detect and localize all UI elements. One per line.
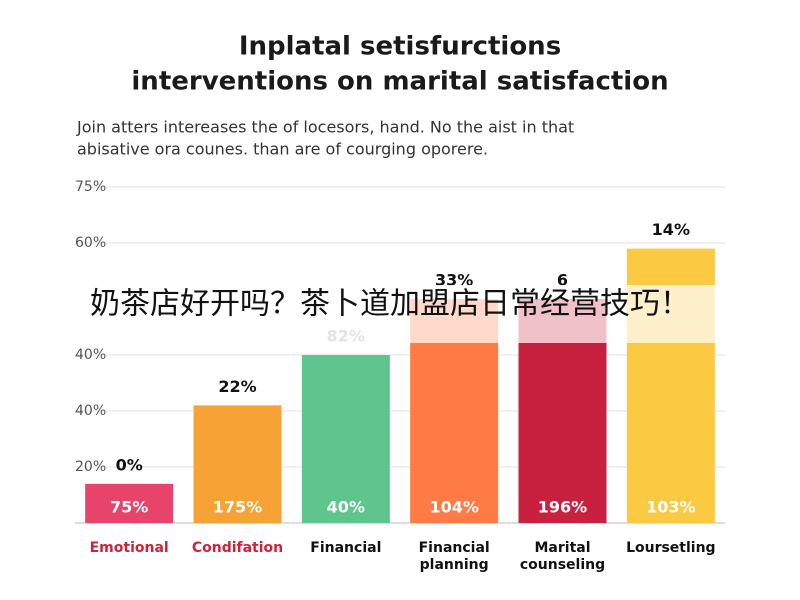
bar (193, 405, 282, 523)
bar-top-label: 22% (218, 377, 256, 396)
chart-subtitle: abisative ora counes. than are of courgi… (77, 140, 488, 159)
bar-top-label: 6 (557, 271, 568, 290)
y-tick-label: 40% (75, 347, 106, 363)
overlay-band (0, 285, 800, 343)
bar-top-label: 0% (116, 455, 143, 474)
bar-inner-label: 75% (110, 498, 148, 517)
bar-inner-label: 175% (213, 498, 262, 517)
bar-inner-label: 196% (538, 498, 587, 517)
x-tick-label: Emotional (89, 540, 169, 556)
bar-inner-label: 40% (327, 498, 365, 517)
bar-inner-label: 104% (429, 498, 478, 517)
bar-inner-label: 103% (646, 498, 695, 517)
x-tick-label: Financial (310, 540, 382, 556)
x-tick-label: Condifation (191, 540, 284, 556)
chart-subtitle: Join atters intereases the of locesors, … (76, 118, 574, 137)
bar (85, 483, 174, 523)
y-tick-label: 20% (75, 459, 106, 475)
chart-title: interventions on marital satisfaction (131, 67, 668, 97)
y-tick-label: 75% (75, 179, 106, 195)
overlay-text: 奶茶店好开吗？茶卜道加盟店日常经营技巧！ (90, 287, 690, 322)
y-tick-label: 40% (75, 403, 106, 419)
y-tick-label: 60% (75, 235, 106, 251)
bar (301, 355, 390, 523)
x-tick-label: Financial planning (418, 540, 490, 573)
x-tick-label: Loursetling (626, 540, 716, 556)
chart-title: Inplatal setisfurctions (239, 32, 561, 62)
x-tick-label: Marital counseling (519, 540, 606, 573)
bar-top-label: 14% (652, 220, 690, 239)
bar-top-label: 33% (435, 271, 473, 290)
